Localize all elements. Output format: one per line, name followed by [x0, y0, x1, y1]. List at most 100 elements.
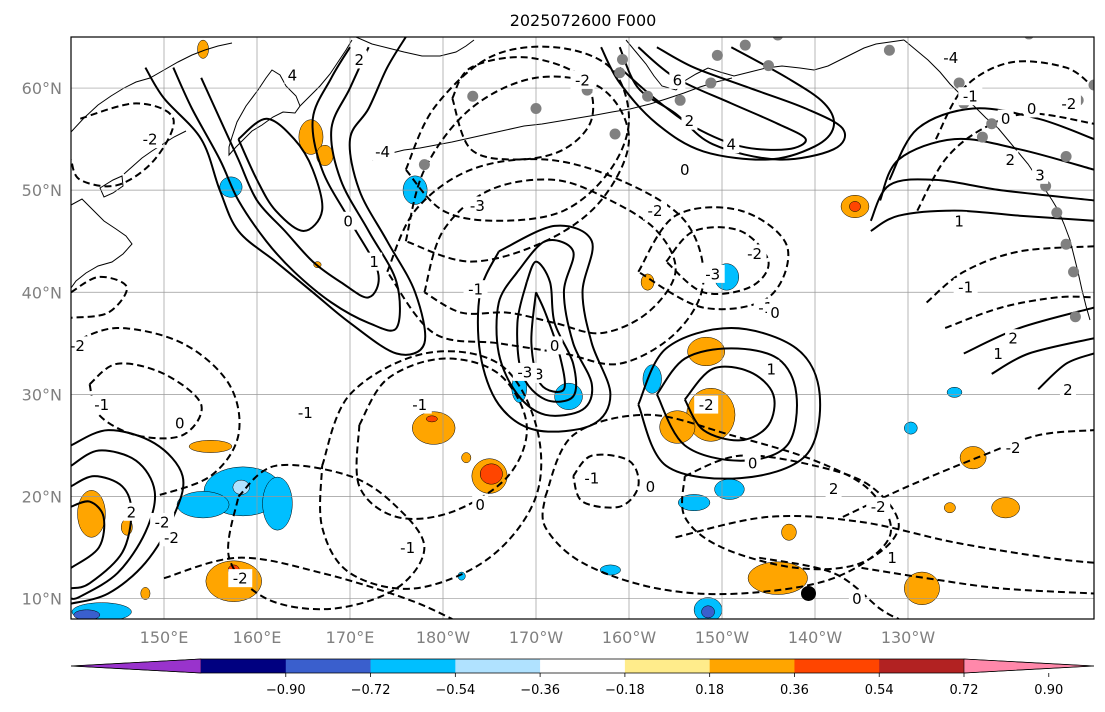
- contour-label: -2: [871, 498, 886, 516]
- dashed-contour: [665, 226, 770, 295]
- contour-label-background: [366, 252, 383, 271]
- contour-label: -2: [164, 529, 179, 547]
- colorbar-segment: [879, 659, 965, 673]
- colorbar-segment: [540, 659, 626, 673]
- gray-marker: [418, 159, 430, 171]
- longitude-tick-label: 140°W: [788, 628, 843, 647]
- contour-label: 0: [852, 590, 862, 608]
- latitude-tick-label: 40°N: [22, 283, 62, 302]
- solid-contour: [879, 137, 1094, 201]
- contour-label-background: [123, 502, 140, 521]
- colorbar-segment: [285, 659, 371, 673]
- coastline-north-america-west: [1057, 209, 1091, 321]
- contour-label: 0: [175, 414, 185, 432]
- solid-contour: [656, 347, 798, 462]
- colorbar-segment: [201, 659, 287, 673]
- contour-label-background: [681, 111, 698, 130]
- contour-label-background: [676, 160, 693, 179]
- dashed-contour: [758, 556, 900, 619]
- contour-label-background: [848, 589, 865, 608]
- anomaly-patch: [747, 561, 808, 595]
- coastline-kuril-islands: [123, 130, 187, 175]
- dashed-contour: [935, 60, 1094, 140]
- gray-marker: [1060, 150, 1072, 162]
- contour-label: 4: [288, 66, 298, 84]
- contour-label: -1: [94, 396, 109, 414]
- latitude-tick-label: 10°N: [22, 590, 62, 609]
- colorbar-tick-label: 0.90: [1034, 683, 1063, 698]
- map-frame: [70, 36, 1095, 620]
- contour-label: 3: [1035, 166, 1045, 184]
- colorbar-tick-label: −0.36: [520, 683, 560, 698]
- coastline-japan: [71, 198, 133, 289]
- contour-label: 0: [770, 304, 780, 322]
- anomaly-patch: [461, 452, 472, 464]
- contour-label-background: [284, 65, 301, 84]
- anomaly-patch: [904, 421, 918, 435]
- contour-label: 0: [475, 496, 485, 514]
- anomaly-patch: [298, 119, 324, 155]
- gray-marker: [772, 37, 783, 41]
- contour-label: -1: [298, 404, 313, 422]
- contour-label: 2: [685, 112, 695, 130]
- contour-label-background: [579, 469, 604, 488]
- dashed-contour: [842, 429, 1094, 518]
- contour-label: -1: [468, 281, 483, 299]
- longitude-tick-label: 150°W: [695, 628, 750, 647]
- anomaly-patch: [946, 386, 963, 398]
- longitude-tick-label: 160°W: [602, 628, 657, 647]
- contour-label: 2: [829, 480, 839, 498]
- latitude-tick-label: 20°N: [22, 487, 62, 506]
- gray-marker: [711, 49, 723, 61]
- contour-label: -2: [699, 396, 714, 414]
- contour-label-background: [958, 87, 983, 106]
- contour-label: 1: [993, 345, 1003, 363]
- gray-marker: [739, 39, 751, 51]
- anomaly-patch: [77, 490, 106, 538]
- anomaly-patch: [262, 476, 293, 531]
- longitude-tick-label: 130°W: [881, 628, 936, 647]
- contour-label-background: [694, 395, 719, 414]
- anomaly-patch: [188, 440, 233, 453]
- contour-label: -3: [705, 265, 720, 283]
- contour-label-background: [884, 548, 901, 567]
- anomaly-patch: [73, 609, 101, 619]
- longitude-tick-labels: 150°E 160°E 170°E 180°W 170°W 160°W 150°W 140°W…: [140, 628, 936, 647]
- contour-label-background: [171, 413, 188, 432]
- contour-label: 2: [1063, 381, 1073, 399]
- contour-label: 6: [673, 71, 683, 89]
- gray-marker: [530, 102, 542, 114]
- contour-label-background: [351, 50, 368, 69]
- longitude-tick-label: 160°E: [233, 628, 282, 647]
- colorbar-tick-label: −0.54: [435, 683, 475, 698]
- longitude-tick-label: 150°E: [140, 628, 189, 647]
- dashed-contour: [541, 413, 892, 596]
- contour-label-background: [1032, 165, 1049, 184]
- contour-label-background: [951, 211, 968, 230]
- contour-label-background: [89, 395, 114, 414]
- contour-label: -2: [70, 337, 85, 355]
- contour-label-background: [1023, 99, 1040, 118]
- contour-label-background: [700, 264, 725, 283]
- colorbar-extend-low: [70, 658, 202, 674]
- contour-label: -2: [143, 131, 158, 149]
- colorbar: −0.90 −0.72 −0.54 −0.36 −0.18 0.18 0.36 0.54 0.7…: [70, 658, 1095, 698]
- map-title: 2025072600 F000: [510, 11, 657, 30]
- dashed-contour: [355, 357, 528, 520]
- black-marker: [800, 585, 816, 601]
- contour-label-background: [138, 130, 163, 149]
- contour-label-background: [763, 359, 780, 378]
- contour-label-background: [643, 201, 668, 220]
- contour-label-background: [512, 362, 537, 381]
- anomaly-patch: [426, 415, 438, 423]
- gray-marker: [467, 90, 479, 102]
- contour-label: -4: [943, 49, 958, 67]
- dashed-contour: [944, 295, 1094, 329]
- contour-label-background: [642, 477, 659, 496]
- latitude-tick-label: 50°N: [22, 181, 62, 200]
- station-markers: [418, 37, 1094, 601]
- contour-label: 0: [680, 161, 690, 179]
- gray-marker: [616, 53, 628, 65]
